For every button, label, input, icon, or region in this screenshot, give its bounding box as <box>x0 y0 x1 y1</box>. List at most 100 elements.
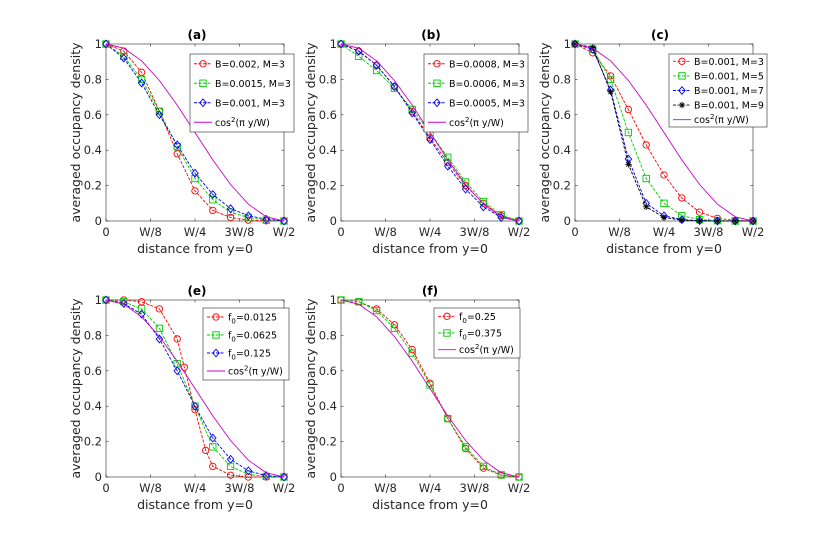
legend-suffix: =0.375 <box>467 329 502 340</box>
data-point <box>749 216 757 226</box>
data-point <box>137 298 146 306</box>
y-tick-label: 1 <box>564 37 571 51</box>
y-tick-label: 0.4 <box>319 399 337 413</box>
x-axis-label: distance from y=0 <box>372 497 488 512</box>
y-tick-label: 0.2 <box>84 179 102 193</box>
y-tick-label: 0 <box>564 214 571 228</box>
data-point <box>120 53 128 63</box>
data-point <box>244 211 253 221</box>
y-tick-label: 0.2 <box>553 179 571 193</box>
data-point <box>102 295 110 305</box>
x-tick-label: W/2 <box>508 481 531 495</box>
legend-sup: 2 <box>710 113 714 121</box>
x-axis-label: distance from y=0 <box>137 241 253 256</box>
data-point <box>191 401 199 411</box>
data-point <box>696 217 703 225</box>
data-point <box>226 213 235 222</box>
legend-sup: 2 <box>244 365 248 373</box>
legend-marker <box>433 98 441 108</box>
legend-label: B=0.001, M=3 <box>694 57 764 68</box>
data-point <box>732 217 739 225</box>
legend-text: B=0.001, M=3 <box>215 98 285 109</box>
x-tick-label: W/8 <box>374 225 397 239</box>
data-point <box>660 199 668 207</box>
data-point <box>209 462 217 471</box>
panel-label: (f) <box>422 284 438 298</box>
legend-text: f <box>459 329 463 340</box>
legend-suffix: =0.0625 <box>236 331 277 342</box>
data-point <box>372 60 381 70</box>
data-point <box>660 214 668 221</box>
data-point <box>337 296 345 304</box>
legend-text: B=0.001, M=7 <box>694 86 764 97</box>
y-axis-label: averaged occupancy density <box>68 42 83 223</box>
legend-text: cos <box>459 345 475 356</box>
legend-suffix: =0.125 <box>236 349 271 360</box>
data-point <box>426 135 434 145</box>
data-point <box>173 150 181 158</box>
legend-marker <box>199 79 207 87</box>
data-point <box>642 141 650 149</box>
data-point <box>173 140 181 150</box>
data-point <box>695 208 704 216</box>
series-3 <box>105 299 285 478</box>
data-point <box>137 305 146 313</box>
chart-panel-1: (b) 0 W/8 W/4 3W/8 W/2 0 0.2 0.4 0.6 0.8 1 distance … <box>303 28 530 256</box>
legend-sup: 2 <box>475 343 479 351</box>
data-point <box>660 171 668 179</box>
data-point <box>444 161 452 171</box>
x-tick-label: W/8 <box>139 225 162 239</box>
legend-label: B=0.001, M=7 <box>694 86 764 97</box>
data-point <box>226 471 235 479</box>
legend-sub: 0 <box>462 317 466 325</box>
legend-label: B=0.001, M=9 <box>694 101 764 112</box>
data-point <box>155 324 164 332</box>
data-point <box>625 161 632 168</box>
data-point <box>209 433 217 443</box>
y-tick-label: 0.2 <box>319 435 337 449</box>
legend-text: B=0.0006, M=3 <box>449 79 525 90</box>
data-point <box>390 84 399 92</box>
data-point <box>262 214 270 224</box>
data-point <box>461 184 470 194</box>
legend-sup: 2 <box>231 116 235 124</box>
panel-label: (c) <box>651 28 669 42</box>
x-tick-label: 3W/8 <box>460 481 490 495</box>
data-point <box>372 66 381 75</box>
legend-text: B=0.002, M=3 <box>215 59 285 70</box>
data-point <box>209 206 217 215</box>
legend-marker <box>443 312 451 320</box>
data-point <box>589 44 596 51</box>
data-point <box>209 189 217 199</box>
legend-suffix: (π y/W) <box>248 367 282 378</box>
y-axis-label: averaged occupancy density <box>303 298 318 479</box>
y-tick-label: 0.2 <box>84 435 102 449</box>
legend-text: cos <box>449 118 465 129</box>
data-point <box>226 204 235 214</box>
y-tick-label: 0.6 <box>84 108 102 122</box>
x-tick-label: W/2 <box>273 481 296 495</box>
legend-sub: 0 <box>231 336 235 344</box>
data-point <box>515 216 523 226</box>
legend-text: f <box>459 312 463 323</box>
legend-label: f0=0.0625 <box>228 331 277 344</box>
chart-panel-4: (f) 0 W/8 W/4 3W/8 W/2 0 0.2 0.4 0.6 0.8 1 distance … <box>303 284 530 512</box>
data-point <box>137 75 146 84</box>
x-tick-label: 3W/8 <box>460 225 490 239</box>
y-tick-label: 0.2 <box>319 179 337 193</box>
legend-text: f <box>228 349 232 360</box>
legend-marker <box>678 101 686 109</box>
legend-label: f0=0.125 <box>228 349 271 362</box>
series-line <box>105 43 285 222</box>
data-point <box>695 216 704 226</box>
y-tick-label: 0.8 <box>84 328 102 342</box>
series-3 <box>105 43 285 222</box>
x-tick-label: 3W/8 <box>694 225 724 239</box>
data-point <box>191 168 199 178</box>
data-point <box>642 174 650 183</box>
legend-suffix: (π y/W) <box>714 115 748 126</box>
legend-marker <box>678 86 686 95</box>
x-tick-label: W/4 <box>184 225 207 239</box>
legend-suffix: (π y/W) <box>235 118 269 129</box>
panel-label: (b) <box>421 28 441 42</box>
